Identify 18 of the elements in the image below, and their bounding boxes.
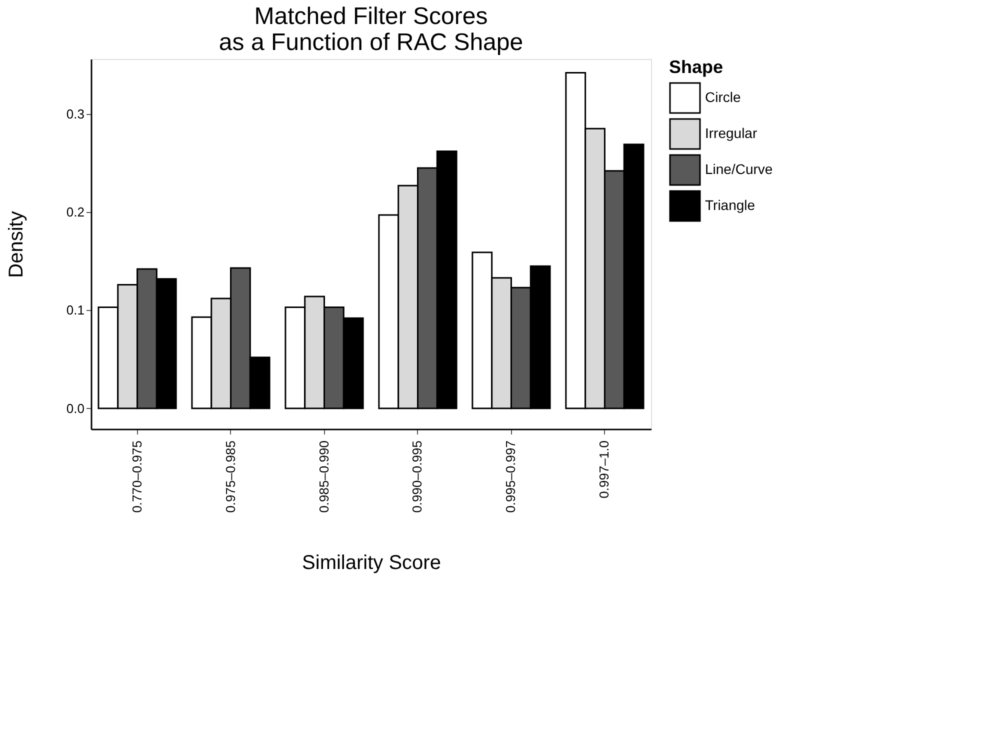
legend-label: Line/Curve	[705, 161, 773, 177]
legend-title: Shape	[669, 57, 724, 77]
y-tick-label: 0.0	[66, 400, 84, 416]
x-tick-label: 0.975–0.985	[222, 440, 238, 513]
legend-label: Circle	[705, 89, 741, 105]
y-tick-label: 0.1	[66, 302, 84, 318]
chart-title: Matched Filter Scores as a Function of RAC Shape	[218, 3, 524, 56]
legend-label: Irregular	[705, 125, 758, 141]
x-axis-title: Similarity Score	[302, 552, 441, 574]
x-tick-label: 0.770–0.975	[129, 440, 144, 513]
y-tick-label: 0.2	[66, 204, 84, 220]
y-tick-label: 0.3	[66, 106, 84, 122]
x-tick-label: 0.997–1.0	[596, 440, 612, 498]
x-tick-label: 0.995–0.997	[503, 440, 518, 513]
legend-label: Triangle	[705, 197, 756, 213]
x-tick-label: 0.990–0.995	[410, 440, 425, 513]
y-axis-title: Density	[5, 211, 28, 278]
x-tick-label: 0.985–0.990	[316, 440, 332, 513]
